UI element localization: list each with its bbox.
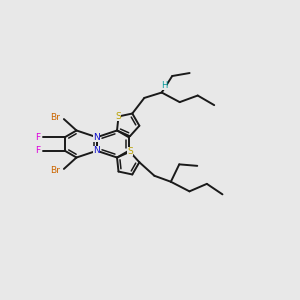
Text: N: N	[93, 146, 100, 155]
Text: F: F	[35, 146, 40, 155]
Text: Br: Br	[51, 166, 60, 175]
Text: S: S	[116, 112, 122, 121]
Text: Br: Br	[51, 113, 60, 122]
Text: H: H	[161, 81, 167, 90]
Text: S: S	[127, 147, 133, 156]
Text: N: N	[93, 133, 100, 142]
Text: F: F	[35, 133, 40, 142]
